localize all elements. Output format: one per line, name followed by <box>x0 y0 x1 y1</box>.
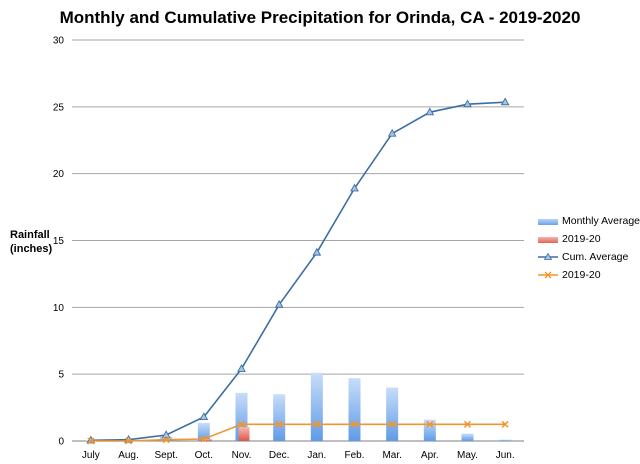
legend-label: Monthly Average <box>562 215 640 227</box>
x-tick-label: Dec. <box>269 450 290 461</box>
point-2019-20 <box>426 420 434 428</box>
y-tick-label: 25 <box>53 102 65 113</box>
y-axis-label: Rainfall (inches) <box>10 228 66 256</box>
x-tick-label: Aug. <box>118 450 139 461</box>
bar-monthly-average <box>348 378 361 441</box>
legend: Monthly Average 2019-20 Cum. Average 201… <box>538 212 640 284</box>
x-tick-label: Feb. <box>344 450 364 461</box>
y-tick-label: 5 <box>58 370 64 381</box>
point-cum-average <box>274 299 284 308</box>
point-2019-20 <box>162 436 170 444</box>
x-tick-label: Apr. <box>421 450 439 461</box>
point-2019-20 <box>388 420 396 428</box>
grid-lines <box>72 39 524 442</box>
legend-item-monthly-average: Monthly Average <box>538 212 640 230</box>
line-cum-average <box>90 101 506 442</box>
x-tick-label: Jun. <box>496 450 515 461</box>
bar-monthly-average <box>310 372 323 441</box>
legend-swatch-2019-20-bar <box>538 233 558 245</box>
bar-monthly-average <box>461 433 474 441</box>
x-tick-label: Jan. <box>307 450 326 461</box>
bar-series <box>84 372 512 441</box>
line-2019-20 <box>90 423 506 442</box>
bar-2019-20 <box>238 426 250 441</box>
point-cum-average <box>237 364 246 372</box>
legend-label: 2019-20 <box>562 269 601 281</box>
legend-item-2019-20-cumulative: 2019-20 <box>538 266 640 284</box>
x-tick-label: July <box>82 450 100 461</box>
line-series <box>86 97 510 445</box>
point-cum-average <box>387 128 397 137</box>
y-axis-label-line-2: (inches) <box>10 243 53 255</box>
point-2019-20 <box>124 437 133 445</box>
point-2019-20 <box>463 420 472 428</box>
point-cum-average <box>199 412 209 420</box>
y-tick-label: 0 <box>58 437 64 448</box>
point-cum-average <box>500 97 510 106</box>
y-tick-label: 30 <box>53 36 65 47</box>
x-tick-label: Sept. <box>154 450 177 461</box>
point-cum-average <box>312 247 322 256</box>
bar-monthly-average <box>386 387 399 441</box>
legend-item-2019-20-monthly: 2019-20 <box>538 230 640 248</box>
point-2019-20 <box>313 420 321 428</box>
bar-monthly-average <box>499 439 512 441</box>
y-tick-label: 15 <box>53 236 65 247</box>
point-cum-average <box>463 99 472 108</box>
point-2019-20 <box>237 420 246 428</box>
point-cum-average <box>161 430 171 439</box>
legend-swatch-monthly-average <box>538 215 558 227</box>
x-tick-label: Nov. <box>232 450 252 461</box>
chart-title: Monthly and Cumulative Precipitation for… <box>59 8 581 27</box>
x-tick-label: May. <box>457 450 478 461</box>
legend-label: 2019-20 <box>562 233 601 245</box>
bar-2019-20 <box>200 438 212 441</box>
y-tick-label: 10 <box>53 303 65 314</box>
bar-monthly-average <box>423 419 436 441</box>
legend-label: Cum. Average <box>562 251 629 263</box>
point-2019-20 <box>87 437 95 445</box>
point-2019-20 <box>501 420 509 428</box>
x-tick-label: Mar. <box>382 450 401 461</box>
point-2019-20 <box>350 420 359 428</box>
x-tick-label: Oct. <box>195 450 213 461</box>
legend-swatch-2019-20-line <box>538 271 558 279</box>
point-2019-20 <box>275 420 283 428</box>
point-2019-20 <box>200 435 208 443</box>
point-cum-average <box>350 183 359 192</box>
legend-swatch-cum-average <box>538 252 558 260</box>
axis-labels: 0 5 10 15 20 25 30 July Aug. Sept. Oct. Nov. Dec. Jan… <box>53 36 515 462</box>
point-cum-average <box>425 107 435 116</box>
legend-item-cum-average: Cum. Average <box>538 248 640 266</box>
bar-monthly-average <box>273 394 286 441</box>
y-axis-label-line-1: Rainfall <box>10 229 50 241</box>
y-tick-label: 20 <box>53 169 65 180</box>
